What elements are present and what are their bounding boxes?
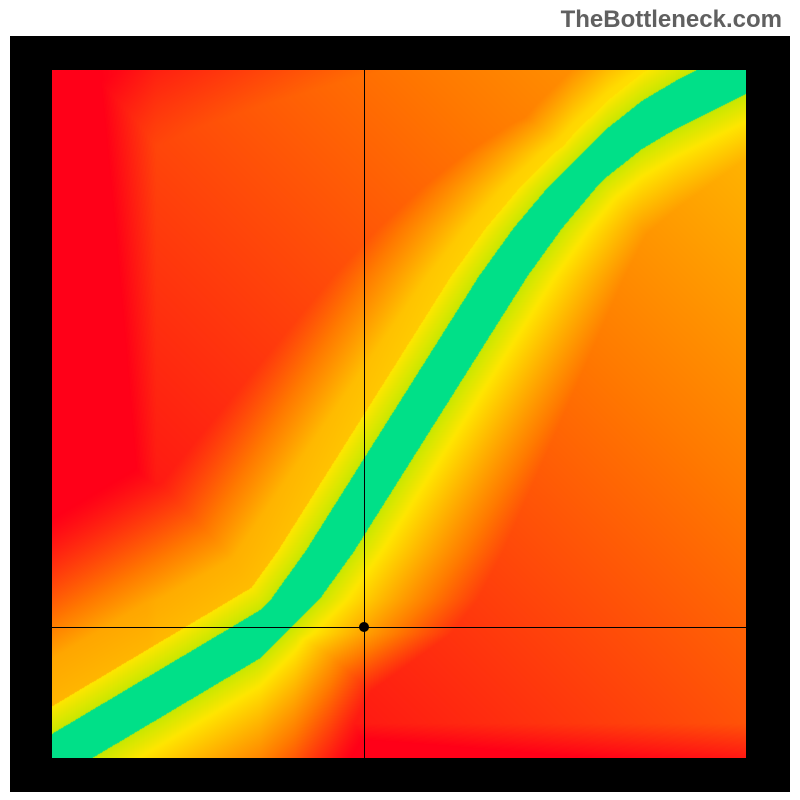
heatmap-canvas <box>52 70 746 758</box>
crosshair-point <box>359 622 369 632</box>
crosshair-horizontal-line <box>52 627 746 628</box>
attribution-text: TheBottleneck.com <box>561 6 782 34</box>
chart-outer-frame <box>10 36 790 792</box>
crosshair-vertical-line <box>364 70 365 758</box>
heatmap-plot-area <box>52 70 746 758</box>
chart-container: TheBottleneck.com <box>0 0 800 800</box>
